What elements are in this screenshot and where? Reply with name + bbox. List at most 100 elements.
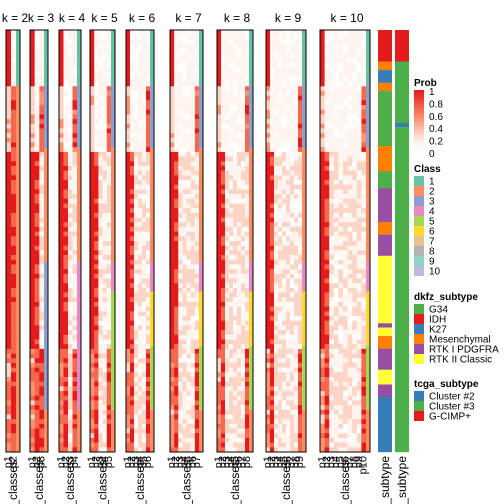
- heatmap-cell: [146, 437, 151, 443]
- heatmap-cell: [178, 372, 183, 378]
- heatmap-cell: [190, 362, 196, 368]
- heatmap-cell: [225, 184, 230, 190]
- heatmap-cell: [182, 348, 187, 354]
- heatmap-cell: [356, 255, 362, 261]
- heatmap-cell: [324, 90, 330, 96]
- heatmap-cell: [266, 297, 271, 303]
- heatmap-cell: [274, 175, 279, 181]
- heatmap-cell: [39, 203, 45, 209]
- heatmap-cell: [266, 386, 271, 392]
- heatmap-cell: [6, 405, 12, 411]
- class-strip-segment: [44, 409, 48, 452]
- class-strip-segment: [249, 291, 253, 347]
- heatmap-cell: [34, 428, 40, 434]
- heatmap-cell: [229, 180, 234, 186]
- heatmap-cell: [102, 231, 108, 237]
- heatmap-cell: [130, 222, 135, 228]
- heatmap-cell: [221, 114, 226, 120]
- heatmap-cell: [11, 100, 17, 106]
- heatmap-cell: [352, 236, 358, 242]
- heatmap-cell: [298, 175, 303, 181]
- heatmap-cell: [34, 348, 40, 354]
- heatmap-cell: [274, 109, 279, 115]
- heatmap-cell: [324, 34, 330, 40]
- heatmap-cell: [241, 437, 246, 443]
- heatmap-cell: [347, 269, 353, 275]
- heatmap-cell: [266, 48, 271, 54]
- heatmap-cell: [347, 53, 353, 59]
- heatmap-cell: [138, 278, 143, 284]
- heatmap-cell: [245, 428, 250, 434]
- heatmap-cell: [237, 255, 242, 261]
- heatmap-cell: [106, 330, 112, 336]
- heatmap-cell: [237, 447, 242, 453]
- heatmap-cell: [72, 386, 78, 392]
- heatmap-cell: [329, 184, 335, 190]
- heatmap-cell: [146, 180, 151, 186]
- heatmap-cell: [106, 391, 112, 397]
- heatmap-cell: [11, 53, 17, 59]
- heatmap-cell: [324, 447, 330, 453]
- heatmap-cell: [221, 316, 226, 322]
- heatmap-cell: [361, 236, 367, 242]
- heatmap-cell: [186, 180, 192, 186]
- heatmap-cell: [274, 255, 279, 261]
- heatmap-cell: [278, 109, 283, 115]
- heatmap-cell: [34, 405, 40, 411]
- heatmap-cell: [178, 34, 183, 40]
- heatmap-cell: [333, 405, 339, 411]
- heatmap-cell: [241, 198, 246, 204]
- heatmap-cell: [186, 273, 192, 279]
- heatmap-cell: [324, 58, 330, 64]
- heatmap-cell: [142, 400, 147, 406]
- heatmap-cell: [320, 198, 325, 204]
- heatmap-cell: [142, 180, 147, 186]
- heatmap-cell: [320, 348, 325, 354]
- heatmap-cell: [190, 123, 196, 129]
- heatmap-cell: [126, 353, 131, 359]
- heatmap-cell: [282, 325, 287, 331]
- heatmap-cell: [237, 72, 242, 78]
- heatmap-cell: [102, 128, 108, 134]
- heatmap-cell: [134, 395, 139, 401]
- heatmap-cell: [298, 90, 303, 96]
- heatmap-cell: [194, 400, 200, 406]
- heatmap-cell: [278, 395, 283, 401]
- heatmap-cell: [225, 245, 230, 251]
- heatmap-cell: [186, 161, 192, 167]
- heatmap-cell: [343, 109, 348, 115]
- heatmap-cell: [361, 433, 367, 439]
- heatmap-cell: [333, 156, 339, 162]
- heatmap-cell: [266, 250, 271, 256]
- heatmap-cell: [329, 133, 335, 139]
- heatmap-cell: [134, 100, 139, 106]
- heatmap-cell: [225, 316, 230, 322]
- heatmap-cell: [294, 428, 299, 434]
- heatmap-cell: [352, 208, 358, 214]
- heatmap-cell: [30, 119, 35, 125]
- heatmap-cell: [225, 72, 230, 78]
- heatmap-cell: [282, 320, 287, 326]
- heatmap-cell: [290, 386, 295, 392]
- heatmap-cell: [329, 287, 335, 293]
- heatmap-cell: [63, 447, 69, 453]
- heatmap-cell: [286, 367, 291, 373]
- heatmap-cell: [347, 95, 353, 101]
- heatmap-cell: [126, 442, 131, 448]
- heatmap-cell: [237, 212, 242, 218]
- heatmap-cell: [59, 86, 64, 92]
- heatmap-cell: [324, 245, 330, 251]
- heatmap-cell: [142, 175, 147, 181]
- heatmap-cell: [30, 86, 35, 92]
- heatmap-cell: [11, 147, 17, 153]
- panel-border: [58, 29, 82, 453]
- heatmap-cell: [146, 334, 151, 340]
- heatmap-cell: [90, 320, 95, 326]
- heatmap-cell: [298, 287, 303, 293]
- heatmap-cell: [221, 400, 226, 406]
- heatmap-cell: [142, 236, 147, 242]
- heatmap-cell: [186, 137, 192, 143]
- heatmap-cell: [194, 442, 200, 448]
- heatmap-cell: [320, 362, 325, 368]
- heatmap-cell: [6, 376, 12, 382]
